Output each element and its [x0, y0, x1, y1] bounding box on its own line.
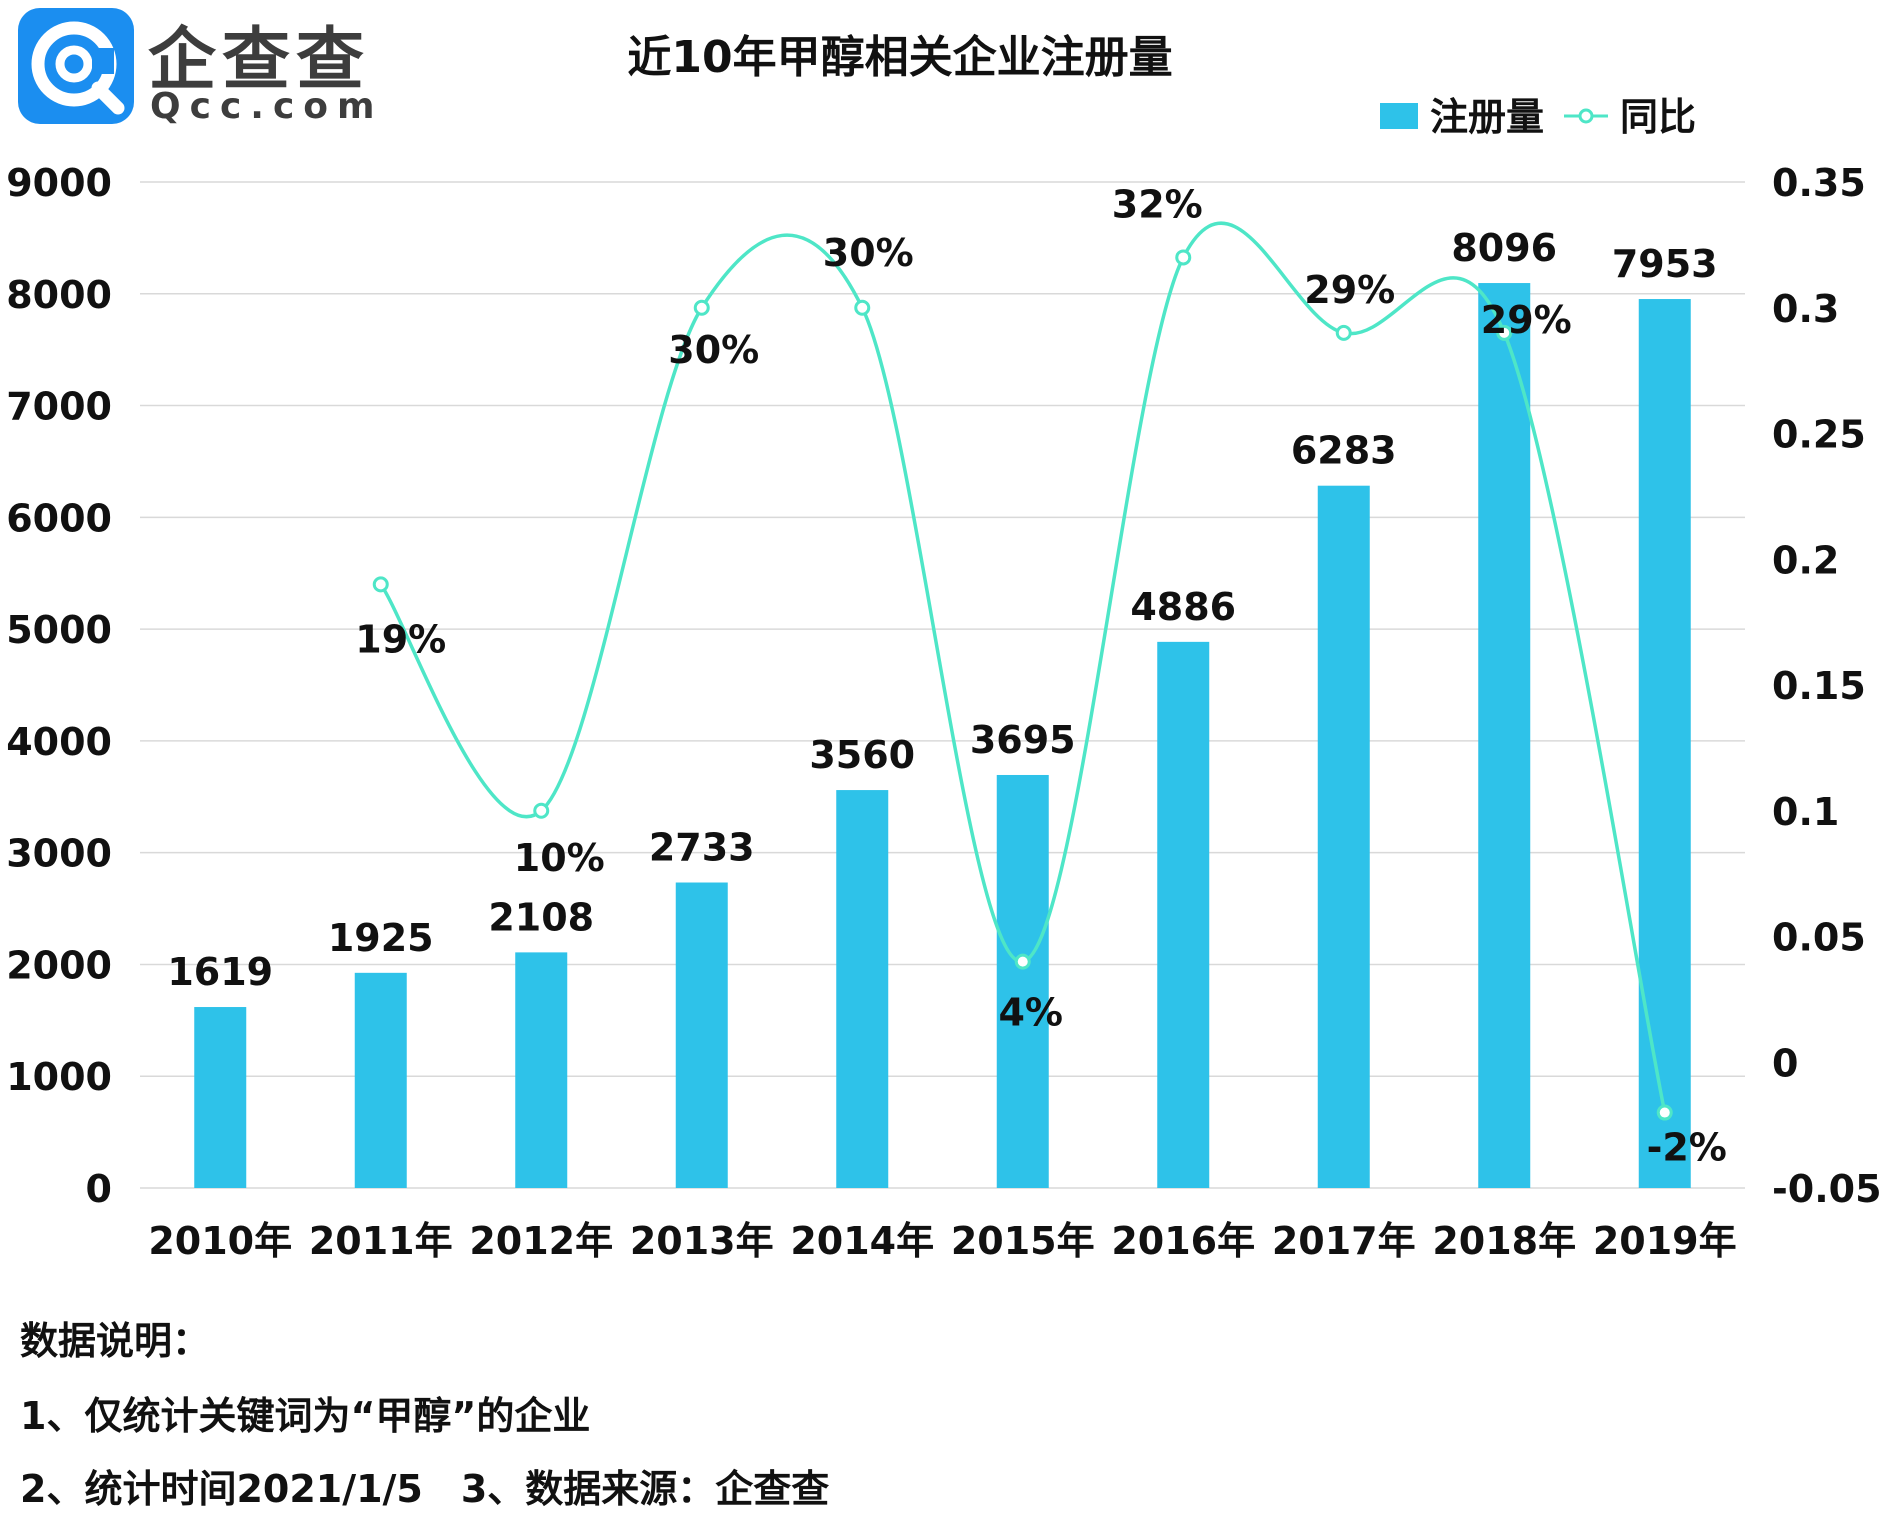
x-tick-label: 2019年	[1593, 1219, 1737, 1263]
bar	[1638, 299, 1691, 1188]
y-left-tick-label: 1000	[6, 1055, 112, 1099]
yoy-value-label: 4%	[998, 991, 1063, 1035]
legend-bar-swatch	[1380, 103, 1418, 129]
y-right-tick-label: 0	[1772, 1041, 1798, 1085]
yoy-points	[372, 249, 1673, 1121]
y-right-tick-label: 0.35	[1772, 161, 1866, 205]
bar	[675, 882, 728, 1188]
yoy-value-label: 32%	[1112, 182, 1203, 226]
y-axis-right: -0.05 0 0.05 0.1 0.15 0.2 0.25 0.3 0.35	[1772, 161, 1882, 1211]
x-tick-label: 2015年	[951, 1219, 1095, 1263]
x-tick-label: 2014年	[790, 1219, 934, 1263]
y-right-tick-label: 0.15	[1772, 664, 1866, 708]
bar-value-label: 1925	[328, 916, 434, 960]
yoy-point	[1175, 249, 1192, 266]
bar-value-label: 6283	[1291, 429, 1397, 473]
bar	[836, 790, 889, 1188]
y-right-tick-label: 0.05	[1772, 916, 1866, 960]
x-tick-label: 2011年	[309, 1219, 453, 1263]
chart-title: 近10年甲醇相关企业注册量	[627, 32, 1172, 83]
x-tick-label: 2018年	[1432, 1219, 1576, 1263]
yoy-point	[533, 802, 550, 819]
yoy-value-label: 30%	[823, 231, 914, 275]
yoy-value-label: -2%	[1647, 1126, 1727, 1170]
yoy-point	[854, 299, 871, 316]
yoy-value-label: 29%	[1481, 298, 1572, 342]
logo-brand-en: Qcc.com	[150, 86, 384, 127]
yoy-value-label: 19%	[355, 617, 446, 661]
notes-line-1: 1、仅统计关键词为“甲醇”的企业	[20, 1394, 591, 1438]
x-tick-label: 2016年	[1111, 1219, 1255, 1263]
yoy-point	[372, 576, 389, 593]
yoy-line	[379, 221, 1667, 1113]
y-left-tick-label: 9000	[6, 161, 112, 205]
bar-value-label: 1619	[167, 950, 273, 994]
logo-brand-cn: 企查查	[148, 21, 371, 100]
y-right-tick-label: 0.25	[1772, 413, 1866, 457]
y-left-tick-label: 7000	[6, 385, 112, 429]
y-left-tick-label: 2000	[6, 943, 112, 987]
bar	[194, 1007, 247, 1188]
y-right-tick-label: 0.3	[1772, 287, 1839, 331]
y-axis-left: 0 1000 2000 3000 4000 5000 6000 7000 8000 9000	[6, 161, 112, 1211]
bar	[1157, 641, 1210, 1188]
bar-series	[194, 283, 1691, 1189]
bar-value-label: 2108	[488, 895, 594, 939]
x-tick-label: 2010年	[148, 1219, 292, 1263]
grid	[140, 181, 1745, 1189]
y-right-tick-label: 0.2	[1772, 538, 1839, 582]
y-left-tick-label: 6000	[6, 496, 112, 540]
yoy-labels: 19% 10% 30% 30% 4% 32% 29% 29% -2%	[355, 182, 1727, 1169]
y-left-tick-label: 3000	[6, 832, 112, 876]
legend-label-bars: 注册量	[1430, 95, 1544, 139]
notes-heading: 数据说明：	[20, 1319, 211, 1363]
yoy-point	[693, 299, 710, 316]
x-tick-label: 2017年	[1272, 1219, 1416, 1263]
qcc-logo-icon	[18, 8, 134, 124]
yoy-value-label: 29%	[1304, 268, 1395, 312]
x-axis: 2010年 2011年 2012年 2013年 2014年 2015年 2016年 2017年…	[148, 1219, 1736, 1263]
bar-value-label: 3695	[970, 718, 1076, 762]
y-left-tick-label: 0	[86, 1167, 112, 1211]
bar-value-label: 3560	[809, 733, 915, 777]
y-right-tick-label: -0.05	[1772, 1167, 1882, 1211]
bar	[354, 972, 407, 1188]
x-tick-label: 2013年	[630, 1219, 774, 1263]
bar	[996, 774, 1049, 1188]
legend-line-marker	[1578, 108, 1594, 124]
yoy-value-label: 30%	[668, 328, 759, 372]
y-left-tick-label: 4000	[6, 720, 112, 764]
yoy-point	[1014, 953, 1031, 970]
notes-line-2: 2、统计时间2021/1/5 3、数据来源：企查查	[20, 1467, 830, 1511]
bar-value-label: 7953	[1612, 242, 1718, 286]
yoy-value-label: 10%	[514, 836, 605, 880]
x-tick-label: 2012年	[469, 1219, 613, 1263]
y-right-tick-label: 0.1	[1772, 790, 1839, 834]
legend: 注册量 同比	[1380, 95, 1696, 139]
chart: 近10年甲醇相关企业注册量 注册量 同比 0 1000 2000 3000 4000 50…	[6, 32, 1882, 1263]
bar	[1317, 485, 1370, 1189]
bar	[1478, 283, 1531, 1188]
bar	[515, 952, 568, 1188]
yoy-point	[1656, 1104, 1673, 1121]
yoy-point	[1335, 324, 1352, 341]
bar-value-label: 8096	[1451, 226, 1557, 270]
bar-labels: 1619 1925 2108 2733 3560 3695 4886 6283 8096 7953	[167, 226, 1717, 994]
bar-value-label: 4886	[1130, 585, 1236, 629]
y-left-tick-label: 5000	[6, 608, 112, 652]
bar-value-label: 2733	[649, 826, 755, 870]
yoy-point	[1496, 324, 1513, 341]
legend-label-line: 同比	[1620, 95, 1696, 139]
y-left-tick-label: 8000	[6, 273, 112, 317]
